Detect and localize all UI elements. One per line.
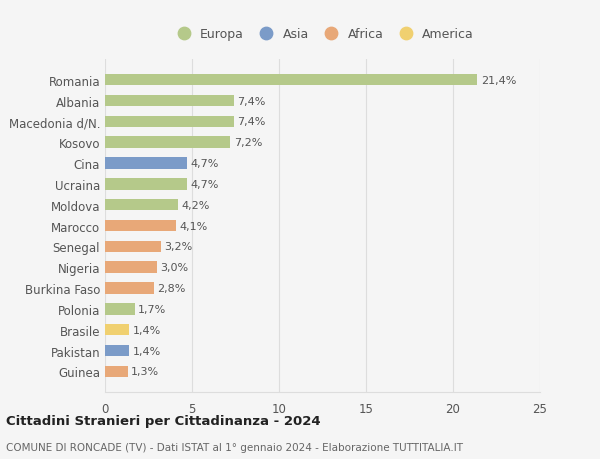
Bar [105,220,176,232]
Legend: Europa, Asia, Africa, America: Europa, Asia, Africa, America [166,22,479,45]
Text: 1,3%: 1,3% [131,367,159,376]
Text: 4,1%: 4,1% [180,221,208,231]
Bar [105,137,230,149]
Bar [105,200,178,211]
Bar [105,117,234,128]
Text: 4,7%: 4,7% [190,179,218,190]
Text: 7,2%: 7,2% [234,138,262,148]
Text: 3,2%: 3,2% [164,242,193,252]
Text: 1,4%: 1,4% [133,346,161,356]
Text: 3,0%: 3,0% [161,263,189,273]
Bar [105,345,130,357]
Text: 7,4%: 7,4% [237,117,266,127]
Text: 21,4%: 21,4% [481,76,516,85]
Text: COMUNE DI RONCADE (TV) - Dati ISTAT al 1° gennaio 2024 - Elaborazione TUTTITALIA: COMUNE DI RONCADE (TV) - Dati ISTAT al 1… [6,442,463,452]
Bar [105,95,234,107]
Text: Cittadini Stranieri per Cittadinanza - 2024: Cittadini Stranieri per Cittadinanza - 2… [6,414,320,428]
Bar [105,366,128,377]
Text: 1,4%: 1,4% [133,325,161,335]
Bar [105,303,134,315]
Bar [105,325,130,336]
Text: 4,2%: 4,2% [182,200,210,210]
Text: 4,7%: 4,7% [190,159,218,168]
Bar [105,241,161,252]
Bar [105,75,478,86]
Bar [105,158,187,169]
Bar [105,283,154,294]
Bar [105,262,157,274]
Text: 7,4%: 7,4% [237,96,266,106]
Bar [105,179,187,190]
Text: 1,7%: 1,7% [138,304,166,314]
Text: 2,8%: 2,8% [157,284,185,293]
